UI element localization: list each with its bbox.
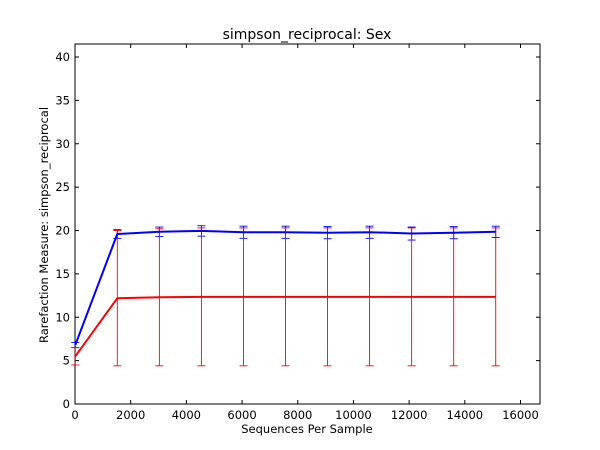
x-tick-label: 14000 <box>447 408 484 422</box>
series-line-2 <box>74 295 496 357</box>
y-axis-label: Rarefaction Measure: simpson_reciprocal <box>37 107 51 343</box>
y-tick-label: 20 <box>55 224 70 238</box>
y-tick-label: 0 <box>63 397 70 411</box>
x-tick-label: 2000 <box>116 408 145 422</box>
x-tick-label: 8000 <box>283 408 312 422</box>
x-axis-label: Sequences Per Sample <box>241 422 372 436</box>
x-tick-label: 10000 <box>335 408 372 422</box>
y-tick-label: 5 <box>63 354 70 368</box>
y-tick-label: 30 <box>55 137 70 151</box>
x-tick-label: 16000 <box>502 408 539 422</box>
chart-title: simpson_reciprocal: Sex <box>223 27 392 43</box>
y-tick-label: 40 <box>55 50 70 64</box>
series-line-1 <box>74 229 496 346</box>
x-tick-label: 6000 <box>227 408 256 422</box>
x-tick-label: 0 <box>71 408 78 422</box>
plot-area: 0 2000 4000 6000 8000 10000 12000 14000 16000 0 5 1… <box>55 43 541 422</box>
y-tick-label: 25 <box>55 180 70 194</box>
x-tick-label: 4000 <box>172 408 201 422</box>
y-tick-label: 35 <box>55 93 70 107</box>
axes-frame <box>74 43 541 405</box>
x-tick-label: 12000 <box>391 408 428 422</box>
y-tick-label: 10 <box>55 310 70 324</box>
y-tick-label: 15 <box>55 267 70 281</box>
